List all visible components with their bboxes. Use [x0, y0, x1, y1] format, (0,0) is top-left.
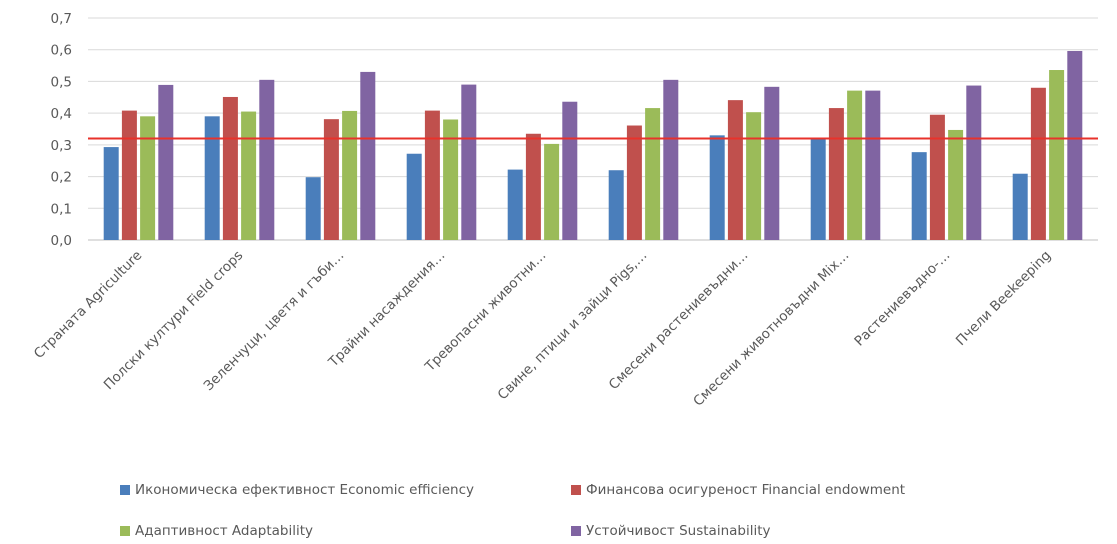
legend-item-economic-efficiency: Икономическа ефективност Economic effici…	[120, 482, 474, 498]
legend-label: Адаптивност Adaptability	[135, 523, 314, 539]
x-tick-label: Трайни насаждения…	[325, 248, 448, 371]
bar	[121, 110, 137, 240]
bar	[1067, 50, 1083, 241]
bar-chart: 0,0 0,1 0,2 0,3 0,4 0,5 0,6 0,7 Страната Agricul…	[31, 11, 1098, 410]
bar	[507, 169, 523, 240]
bar	[461, 84, 477, 240]
x-tick-label: Пчели Beekeeping	[953, 248, 1054, 349]
bar	[360, 71, 376, 241]
bar	[443, 119, 459, 240]
legend-swatch	[120, 526, 130, 536]
bar	[645, 108, 661, 240]
bar	[966, 85, 982, 241]
bar	[764, 86, 780, 240]
bar	[424, 110, 440, 240]
bar	[626, 125, 642, 240]
bar	[525, 133, 541, 240]
bar	[608, 170, 624, 240]
bar	[562, 101, 578, 241]
y-tick-label: 0,6	[51, 43, 72, 59]
bar	[1012, 173, 1028, 240]
bar	[847, 90, 863, 240]
x-tick-label: Растениевъдно-…	[851, 248, 953, 350]
bar	[727, 100, 743, 240]
y-tick-label: 0,0	[51, 233, 72, 249]
bar	[746, 112, 762, 240]
bar	[158, 84, 174, 240]
bar	[948, 129, 964, 240]
legend-swatch	[120, 485, 130, 495]
y-tick-label: 0,5	[51, 74, 72, 90]
bar	[305, 177, 321, 240]
bar	[103, 147, 119, 240]
bar	[911, 152, 927, 240]
y-tick-label: 0,1	[51, 201, 72, 217]
bar	[241, 111, 257, 240]
y-tick-label: 0,7	[51, 11, 72, 27]
bar	[828, 108, 844, 240]
bar	[1030, 87, 1046, 241]
legend-swatch	[571, 526, 581, 536]
bar	[140, 116, 156, 240]
bar	[406, 153, 422, 240]
legend-swatch	[571, 485, 581, 495]
bar	[865, 90, 881, 240]
legend-label: Устойчивост Sustainability	[586, 523, 771, 539]
bar	[342, 110, 358, 241]
bar	[810, 138, 826, 240]
legend-item-sustainability: Устойчивост Sustainability	[571, 523, 771, 539]
bar	[929, 114, 945, 240]
legend-label: Финансова осигуреност Financial endowmen…	[586, 482, 906, 498]
bar	[709, 135, 725, 240]
bar	[222, 96, 238, 241]
y-tick-label: 0,2	[51, 170, 72, 186]
bar	[323, 119, 339, 240]
bar	[663, 79, 679, 240]
legend-item-financial-endowment: Финансова осигуреност Financial endowmen…	[571, 482, 905, 498]
bar	[259, 79, 275, 240]
legend-label: Икономическа ефективност Economic effici…	[135, 482, 474, 498]
y-tick-label: 0,4	[51, 106, 72, 122]
x-tick-label: Страната Agriculture	[31, 248, 145, 362]
bar	[1049, 70, 1065, 240]
bar	[544, 143, 560, 240]
legend-item-adaptability: Адаптивност Adaptability	[120, 523, 313, 539]
y-tick-label: 0,3	[51, 138, 72, 154]
bar	[204, 116, 220, 240]
